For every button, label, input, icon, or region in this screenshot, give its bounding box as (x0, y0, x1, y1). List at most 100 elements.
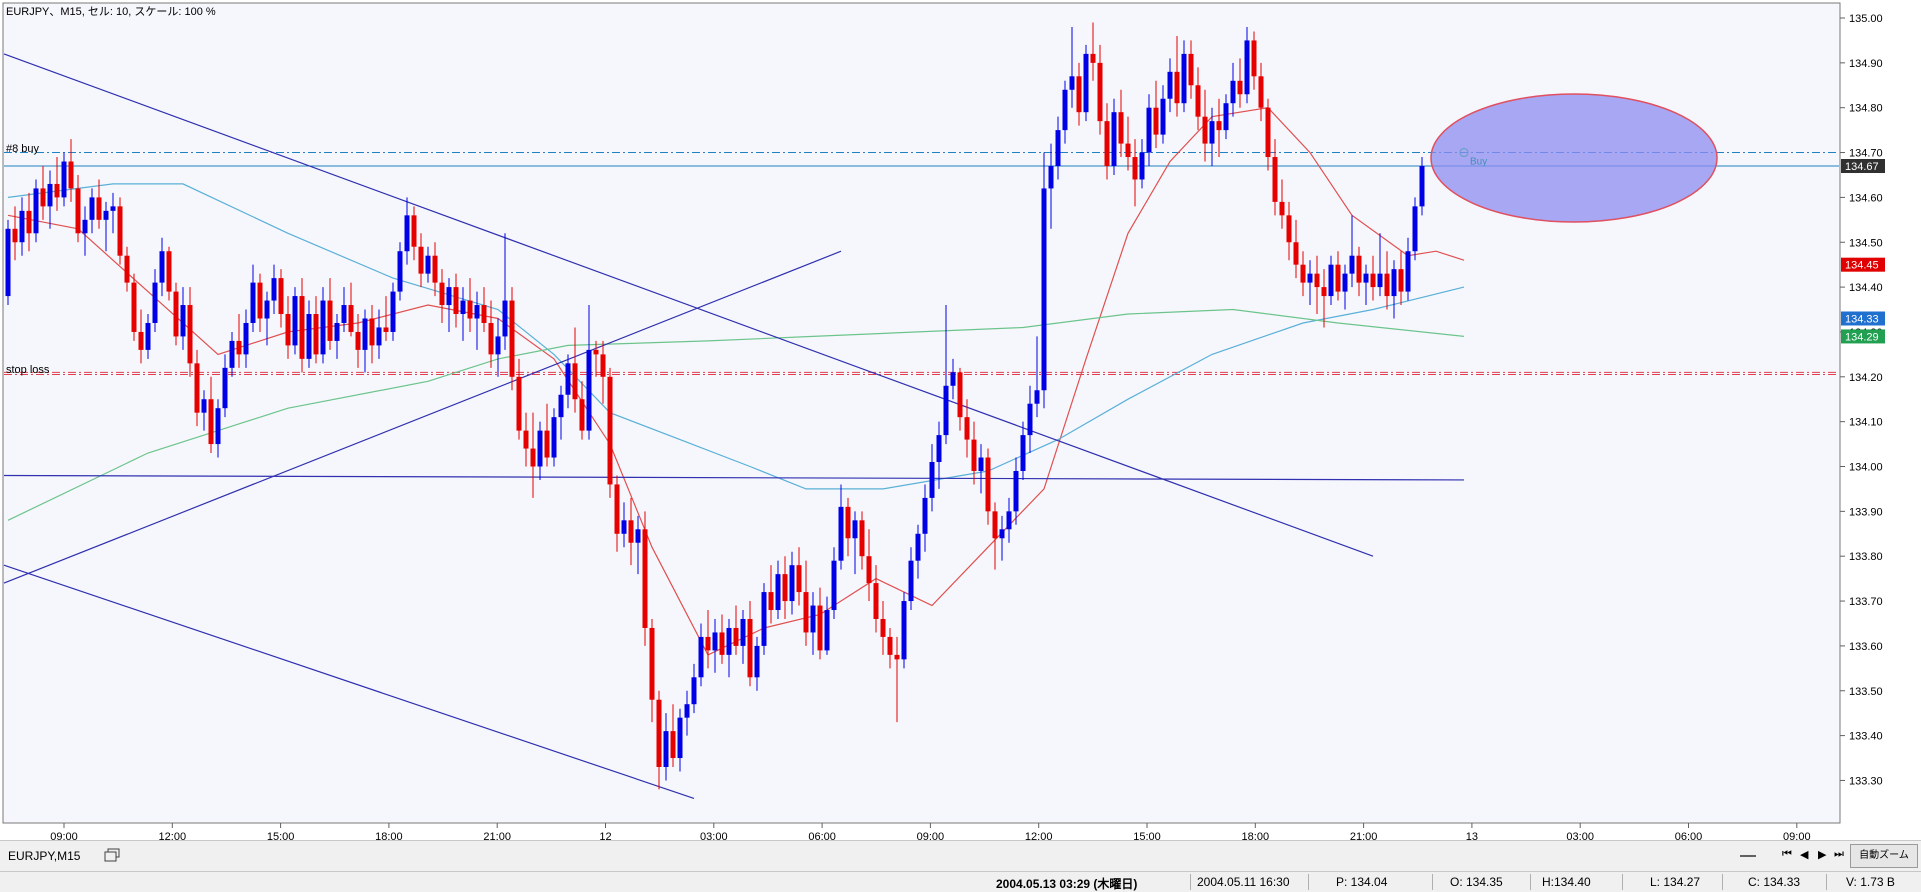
candle-body (1062, 89, 1068, 131)
candle-body (1279, 201, 1285, 216)
candle-body (320, 300, 326, 355)
first-page-icon[interactable]: ⏮ (1782, 848, 1792, 860)
candle-body (1041, 188, 1047, 391)
candle-body (572, 363, 578, 400)
prev-page-icon[interactable]: ◀ (1800, 849, 1809, 861)
x-tick-label: 15:00 (1133, 831, 1161, 840)
candle-body (1265, 107, 1271, 158)
candle-body (313, 314, 319, 355)
annotations[interactable]: Buy #8 buy stop loss (6, 93, 1718, 376)
candle-body (446, 287, 452, 306)
candle-body (670, 731, 676, 759)
candle-body (831, 560, 837, 611)
candle-body (1363, 273, 1369, 283)
status-close: C: 134.33 (1748, 875, 1801, 889)
candle-body (1167, 71, 1173, 99)
x-tick-label: 13 (1466, 831, 1478, 840)
candle-body (481, 305, 487, 323)
candle-body (1055, 130, 1061, 167)
y-tick-label: 134.70 (1849, 148, 1883, 160)
candle-body (362, 318, 368, 350)
window-restore-icon[interactable] (104, 848, 120, 862)
candle-body (1314, 273, 1320, 288)
status-price: P: 134.04 (1336, 875, 1388, 889)
candle-body (971, 439, 977, 471)
buy-marker-label: Buy (1470, 157, 1487, 168)
candle-body (1384, 273, 1390, 297)
candle-body (1300, 264, 1306, 283)
candle-body (411, 215, 417, 247)
candle-body (1342, 273, 1348, 292)
y-tick-label: 133.30 (1849, 775, 1883, 787)
candle-body (159, 251, 165, 283)
candle-body (1293, 242, 1299, 265)
status-volume: V: 1.73 B (1846, 875, 1895, 889)
x-tick-label: 06:00 (1675, 831, 1703, 840)
candle-body (607, 376, 613, 485)
status-separator (1722, 874, 1723, 890)
x-tick-label: 12:00 (1025, 831, 1053, 840)
y-tick-label: 133.70 (1849, 596, 1883, 608)
candle-body (1090, 53, 1096, 63)
candle-body (348, 305, 354, 332)
candle-body (61, 161, 67, 198)
x-tick-label: 06:00 (808, 831, 836, 840)
last-page-icon[interactable]: ⏭ (1834, 848, 1844, 860)
candle-body (334, 322, 340, 341)
x-tick-label: 09:00 (50, 831, 78, 840)
candle-body (495, 336, 501, 355)
candle-body (565, 363, 571, 395)
x-tick-label: 18:00 (1242, 831, 1270, 840)
status-low: L: 134.27 (1650, 875, 1701, 889)
candle-body (887, 636, 893, 655)
scroll-separator-icon (1740, 855, 1756, 857)
candle-body (467, 300, 473, 319)
candles (5, 22, 1425, 790)
candle-body (432, 255, 438, 283)
candle-body (747, 618, 753, 678)
candle-body (621, 520, 627, 534)
candle-body (166, 251, 172, 292)
candle-body (915, 533, 921, 561)
candle-body (474, 305, 480, 319)
candle-body (1174, 71, 1180, 104)
candle-body (691, 677, 697, 705)
candle-body (355, 331, 361, 350)
candle-body (635, 529, 641, 543)
trend-lines[interactable] (3, 53, 1465, 799)
status-separator (1432, 874, 1433, 890)
candle-body (1006, 511, 1012, 530)
candle-body (488, 322, 494, 355)
candle-body (1307, 273, 1313, 283)
candle-body (397, 251, 403, 292)
candle-body (390, 291, 396, 332)
candle-body (201, 399, 207, 413)
candle-body (341, 305, 347, 323)
candle-body (1097, 62, 1103, 122)
candle-body (376, 327, 382, 346)
candle-body (824, 610, 830, 651)
next-page-icon[interactable]: ▶ (1818, 849, 1827, 861)
candlestick-chart[interactable]: Buy #8 buy stop loss 135.00 134.90 134.80 134… (0, 0, 1921, 840)
candle-body (145, 322, 151, 350)
auto-zoom-button[interactable]: 自動ズーム (1850, 844, 1918, 868)
candle-body (922, 497, 928, 534)
y-tick-label: 134.00 (1849, 462, 1883, 474)
candle-body (544, 430, 550, 458)
candle-body (257, 282, 263, 319)
price-tag-bg (1841, 329, 1885, 344)
chart-tab-label[interactable]: EURJPY,M15 (8, 849, 81, 863)
y-tick-label: 133.90 (1849, 506, 1883, 518)
x-tick-label: 12:00 (159, 831, 187, 840)
x-tick-label: 21:00 (483, 831, 511, 840)
candle-body (950, 372, 956, 386)
status-separator (1308, 874, 1309, 890)
candle-body (586, 349, 592, 431)
chart-header: EURJPY、M15, セル: 10, スケール: 100 % (6, 6, 216, 18)
x-tick-label: 09:00 (917, 831, 945, 840)
trendline-horizontal-line (3, 474, 1465, 481)
candle-body (1398, 269, 1404, 292)
candle-body (796, 565, 802, 593)
candle-body (1013, 470, 1019, 512)
candle-body (677, 717, 683, 759)
